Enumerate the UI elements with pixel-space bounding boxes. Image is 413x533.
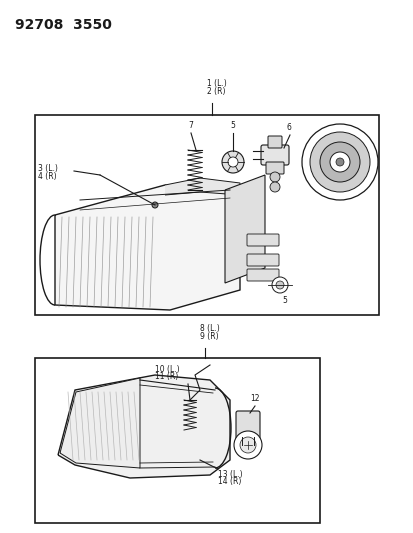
FancyBboxPatch shape [247,254,278,266]
Text: 7: 7 [188,121,193,130]
Circle shape [269,172,279,182]
Circle shape [269,182,279,192]
Text: 4 (R): 4 (R) [38,172,57,181]
Text: 3 (L.): 3 (L.) [38,164,58,173]
Text: 5: 5 [230,121,235,130]
Circle shape [329,152,349,172]
Circle shape [301,124,377,200]
Circle shape [319,142,359,182]
Text: 10 (L.): 10 (L.) [154,365,179,374]
PathPatch shape [58,375,230,478]
Circle shape [271,277,287,293]
Circle shape [275,281,283,289]
Text: 12: 12 [249,394,259,403]
Text: 5: 5 [281,296,286,305]
Circle shape [152,202,158,208]
Circle shape [221,151,243,173]
Circle shape [309,132,369,192]
Text: 2 (R): 2 (R) [206,87,225,96]
FancyBboxPatch shape [235,411,259,439]
FancyBboxPatch shape [247,269,278,281]
FancyBboxPatch shape [260,145,288,165]
Text: 8 (L.): 8 (L.) [199,324,219,333]
FancyBboxPatch shape [247,234,278,246]
Text: 1 (L.): 1 (L.) [206,79,226,88]
Text: 11 (R): 11 (R) [154,372,178,381]
Bar [35,115,378,315]
Text: 14 (R): 14 (R) [218,477,241,486]
Text: 92708  3550: 92708 3550 [15,18,112,32]
Circle shape [228,157,237,167]
Circle shape [335,158,343,166]
PathPatch shape [55,185,240,310]
Text: 13 (L.): 13 (L.) [218,470,242,479]
PathPatch shape [224,175,264,283]
PathPatch shape [60,378,140,468]
FancyBboxPatch shape [266,162,283,174]
Circle shape [240,437,255,453]
PathPatch shape [165,178,240,195]
Circle shape [233,431,261,459]
Bar [35,358,319,523]
FancyBboxPatch shape [267,136,281,148]
Text: 9 (R): 9 (R) [199,332,218,341]
Text: 6: 6 [286,123,291,132]
